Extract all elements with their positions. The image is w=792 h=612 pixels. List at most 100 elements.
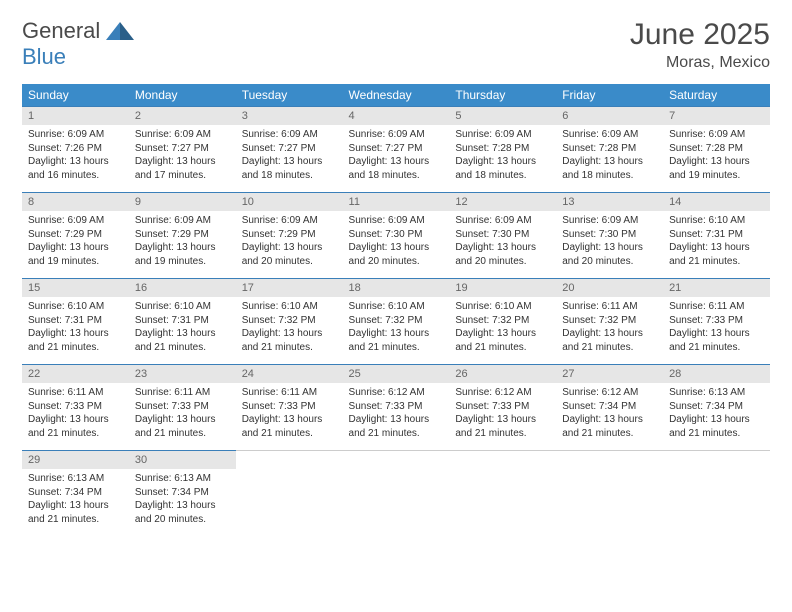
date-info-row: Sunrise: 6:10 AM Sunset: 7:31 PM Daylight:… xyxy=(22,297,770,365)
sunset-text: Sunset: 7:31 PM xyxy=(669,228,764,242)
dayhead-sat: Saturday xyxy=(663,84,770,107)
day-info-cell xyxy=(556,469,663,536)
day-number-cell: 30 xyxy=(129,451,236,470)
day-number-cell: 22 xyxy=(22,365,129,384)
daylight-text: Daylight: 13 hours and 19 minutes. xyxy=(28,241,123,268)
sunset-text: Sunset: 7:33 PM xyxy=(242,400,337,414)
daylight-text: Daylight: 13 hours and 21 minutes. xyxy=(455,327,550,354)
sunset-text: Sunset: 7:32 PM xyxy=(242,314,337,328)
date-number-row: 2930 xyxy=(22,451,770,470)
day-info-cell: Sunrise: 6:09 AMSunset: 7:30 PMDaylight:… xyxy=(343,211,450,279)
day-number-cell: 2 xyxy=(129,107,236,126)
day-number-cell: 3 xyxy=(236,107,343,126)
sunset-text: Sunset: 7:33 PM xyxy=(669,314,764,328)
day-number-cell xyxy=(343,451,450,470)
sunrise-text: Sunrise: 6:11 AM xyxy=(242,386,337,400)
day-info-cell: Sunrise: 6:09 AMSunset: 7:28 PMDaylight:… xyxy=(663,125,770,193)
day-info-cell: Sunrise: 6:09 AMSunset: 7:30 PMDaylight:… xyxy=(449,211,556,279)
day-number-cell: 10 xyxy=(236,193,343,212)
day-info-cell xyxy=(663,469,770,536)
daylight-text: Daylight: 13 hours and 21 minutes. xyxy=(562,413,657,440)
sunset-text: Sunset: 7:33 PM xyxy=(455,400,550,414)
date-number-row: 22232425262728 xyxy=(22,365,770,384)
day-info-cell: Sunrise: 6:11 AMSunset: 7:33 PMDaylight:… xyxy=(129,383,236,451)
day-number-cell xyxy=(449,451,556,470)
day-number-cell: 25 xyxy=(343,365,450,384)
day-number-cell: 4 xyxy=(343,107,450,126)
day-number-cell: 1 xyxy=(22,107,129,126)
logo: General xyxy=(22,18,134,44)
day-info-cell: Sunrise: 6:09 AMSunset: 7:27 PMDaylight:… xyxy=(236,125,343,193)
day-info-cell: Sunrise: 6:13 AMSunset: 7:34 PMDaylight:… xyxy=(22,469,129,536)
day-number-cell: 19 xyxy=(449,279,556,298)
sunrise-text: Sunrise: 6:11 AM xyxy=(135,386,230,400)
date-info-row: Sunrise: 6:11 AMSunset: 7:33 PMDaylight:… xyxy=(22,383,770,451)
daylight-text: Daylight: 13 hours and 18 minutes. xyxy=(242,155,337,182)
dayhead-fri: Friday xyxy=(556,84,663,107)
dayhead-thu: Thursday xyxy=(449,84,556,107)
calendar-table: Sunday Monday Tuesday Wednesday Thursday… xyxy=(22,84,770,536)
sunrise-text: Sunrise: 6:09 AM xyxy=(242,128,337,142)
day-number-cell: 13 xyxy=(556,193,663,212)
sunset-text: Sunset: 7:33 PM xyxy=(135,400,230,414)
day-number-cell: 6 xyxy=(556,107,663,126)
sunrise-text: Sunrise: 6:09 AM xyxy=(28,214,123,228)
sunset-text: Sunset: 7:32 PM xyxy=(455,314,550,328)
daylight-text: Daylight: 13 hours and 21 minutes. xyxy=(455,413,550,440)
day-info-cell: Sunrise: 6:11 AMSunset: 7:33 PMDaylight:… xyxy=(663,297,770,365)
sunset-text: Sunset: 7:27 PM xyxy=(349,142,444,156)
day-number-cell: 18 xyxy=(343,279,450,298)
sunrise-text: Sunrise: 6:10 AM xyxy=(455,300,550,314)
sunrise-text: Sunrise: 6:13 AM xyxy=(28,472,123,486)
logo-word-1: General xyxy=(22,18,100,44)
day-info-cell: Sunrise: 6:10 AMSunset: 7:31 PMDaylight:… xyxy=(663,211,770,279)
day-info-cell: Sunrise: 6:09 AMSunset: 7:27 PMDaylight:… xyxy=(129,125,236,193)
sunrise-text: Sunrise: 6:09 AM xyxy=(135,128,230,142)
daylight-text: Daylight: 13 hours and 19 minutes. xyxy=(135,241,230,268)
daylight-text: Daylight: 13 hours and 21 minutes. xyxy=(135,413,230,440)
logo-word-2-wrap: Blue xyxy=(22,44,66,70)
sunset-text: Sunset: 7:29 PM xyxy=(135,228,230,242)
sunset-text: Sunset: 7:27 PM xyxy=(242,142,337,156)
daylight-text: Daylight: 13 hours and 21 minutes. xyxy=(562,327,657,354)
day-number-cell: 28 xyxy=(663,365,770,384)
day-number-cell: 29 xyxy=(22,451,129,470)
day-number-cell: 9 xyxy=(129,193,236,212)
daylight-text: Daylight: 13 hours and 21 minutes. xyxy=(349,413,444,440)
daylight-text: Daylight: 13 hours and 21 minutes. xyxy=(28,413,123,440)
daylight-text: Daylight: 13 hours and 20 minutes. xyxy=(242,241,337,268)
day-number-cell: 8 xyxy=(22,193,129,212)
day-info-cell: Sunrise: 6:09 AMSunset: 7:29 PMDaylight:… xyxy=(129,211,236,279)
day-number-cell xyxy=(663,451,770,470)
sunrise-text: Sunrise: 6:09 AM xyxy=(455,214,550,228)
logo-triangle-icon xyxy=(106,22,134,40)
sunrise-text: Sunrise: 6:13 AM xyxy=(669,386,764,400)
sunrise-text: Sunrise: 6:10 AM xyxy=(28,300,123,314)
sunrise-text: Sunrise: 6:09 AM xyxy=(669,128,764,142)
sunset-text: Sunset: 7:28 PM xyxy=(562,142,657,156)
sunset-text: Sunset: 7:33 PM xyxy=(349,400,444,414)
day-number-cell: 15 xyxy=(22,279,129,298)
day-number-cell: 5 xyxy=(449,107,556,126)
daylight-text: Daylight: 13 hours and 20 minutes. xyxy=(455,241,550,268)
day-info-cell: Sunrise: 6:13 AMSunset: 7:34 PMDaylight:… xyxy=(129,469,236,536)
day-info-cell xyxy=(343,469,450,536)
day-number-cell: 7 xyxy=(663,107,770,126)
dayhead-tue: Tuesday xyxy=(236,84,343,107)
day-info-cell: Sunrise: 6:11 AMSunset: 7:33 PMDaylight:… xyxy=(236,383,343,451)
day-header-row: Sunday Monday Tuesday Wednesday Thursday… xyxy=(22,84,770,107)
day-number-cell: 11 xyxy=(343,193,450,212)
sunrise-text: Sunrise: 6:13 AM xyxy=(135,472,230,486)
dayhead-mon: Monday xyxy=(129,84,236,107)
sunrise-text: Sunrise: 6:09 AM xyxy=(242,214,337,228)
sunrise-text: Sunrise: 6:10 AM xyxy=(669,214,764,228)
day-info-cell: Sunrise: 6:10 AMSunset: 7:32 PMDaylight:… xyxy=(343,297,450,365)
daylight-text: Daylight: 13 hours and 21 minutes. xyxy=(669,327,764,354)
day-number-cell: 27 xyxy=(556,365,663,384)
sunset-text: Sunset: 7:31 PM xyxy=(135,314,230,328)
sunrise-text: Sunrise: 6:12 AM xyxy=(455,386,550,400)
date-info-row: Sunrise: 6:09 AMSunset: 7:29 PMDaylight:… xyxy=(22,211,770,279)
daylight-text: Daylight: 13 hours and 18 minutes. xyxy=(455,155,550,182)
day-info-cell: Sunrise: 6:09 AMSunset: 7:27 PMDaylight:… xyxy=(343,125,450,193)
page-header: General June 2025 Moras, Mexico xyxy=(22,18,770,72)
